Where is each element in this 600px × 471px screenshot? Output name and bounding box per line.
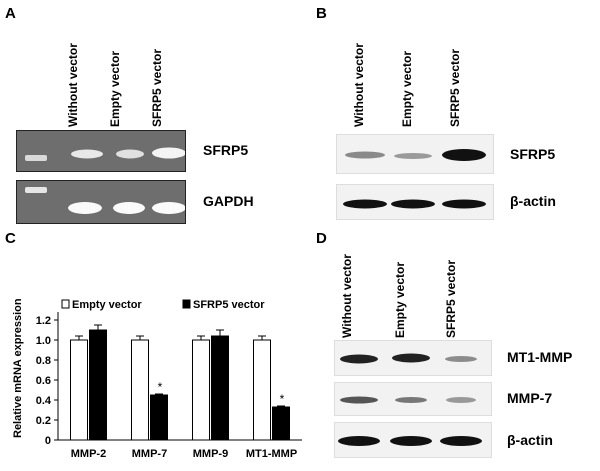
lane-label-empty-vector-d: Empty vector — [393, 262, 407, 338]
lane-label-sfrp5-vector: SFRP5 vector — [150, 49, 164, 127]
lane-label-empty-vector: Empty vector — [108, 51, 122, 127]
lane-label-empty-vector-b: Empty vector — [400, 51, 414, 127]
y-tick-label: 1.2 — [36, 315, 51, 327]
x-tick-label: MMP-2 — [71, 448, 106, 460]
x-tick-label: MT1-MMP — [246, 448, 297, 460]
lane-label-sfrp5-vector-b: SFRP5 vector — [448, 49, 462, 127]
y-tick-label: 0.4 — [36, 395, 52, 407]
significance-marker: * — [280, 392, 285, 406]
lane-label-sfrp5-vector-d: SFRP5 vector — [444, 260, 458, 338]
blot-d-row-label-actin: β-actin — [507, 432, 553, 448]
legend-swatch — [183, 300, 190, 308]
bar — [254, 340, 271, 440]
bar-chart: Relative mRNA expression 0 0.2 0.4 0.6 0.8 1.0… — [0, 240, 310, 470]
blot-d-mmp7 — [334, 382, 492, 416]
bar — [90, 330, 107, 440]
blot-b-sfrp5 — [336, 134, 494, 174]
lane-label-without-vector-b: Without vector — [352, 43, 366, 127]
y-tick-label: 0.6 — [36, 375, 51, 387]
blot-b-row-label-actin: β-actin — [510, 193, 556, 209]
bar — [132, 340, 149, 440]
blot-d-mt1mmp — [334, 340, 492, 376]
y-tick-label: 0 — [45, 435, 51, 447]
gel-a-row-label-gapdh: GAPDH — [203, 193, 254, 209]
legend-swatch — [62, 300, 69, 308]
bar — [71, 340, 88, 440]
lane-label-without-vector-d: Without vector — [340, 254, 354, 338]
y-tick-label: 0.2 — [36, 415, 51, 427]
panel-letter-b: B — [316, 5, 327, 22]
significance-marker: * — [158, 380, 163, 394]
bar — [193, 340, 210, 440]
x-tick-label: MMP-7 — [132, 448, 167, 460]
lane-label-without-vector: Without vector — [66, 43, 80, 127]
blot-d-actin — [334, 422, 492, 458]
bar — [151, 395, 168, 440]
y-tick-label: 0.8 — [36, 355, 51, 367]
bar — [212, 336, 229, 440]
gel-a-row-label-sfrp5: SFRP5 — [203, 142, 248, 158]
blot-b-row-label-sfrp5: SFRP5 — [510, 146, 555, 162]
blot-d-row-label-mt1mmp: MT1-MMP — [507, 349, 572, 365]
y-tick-label: 1.0 — [36, 335, 51, 347]
blot-b-actin — [336, 184, 494, 220]
legend-label: Empty vector — [72, 299, 142, 311]
bar — [273, 407, 290, 440]
gel-a-sfrp5 — [16, 130, 186, 172]
y-axis-label: Relative mRNA expression — [12, 298, 24, 438]
legend-label: SFRP5 vector — [193, 299, 265, 311]
gel-a-gapdh — [16, 180, 186, 224]
blot-d-row-label-mmp7: MMP-7 — [507, 390, 552, 406]
panel-letter-a: A — [5, 5, 16, 22]
panel-letter-d: D — [316, 230, 327, 247]
x-tick-label: MMP-9 — [193, 448, 228, 460]
